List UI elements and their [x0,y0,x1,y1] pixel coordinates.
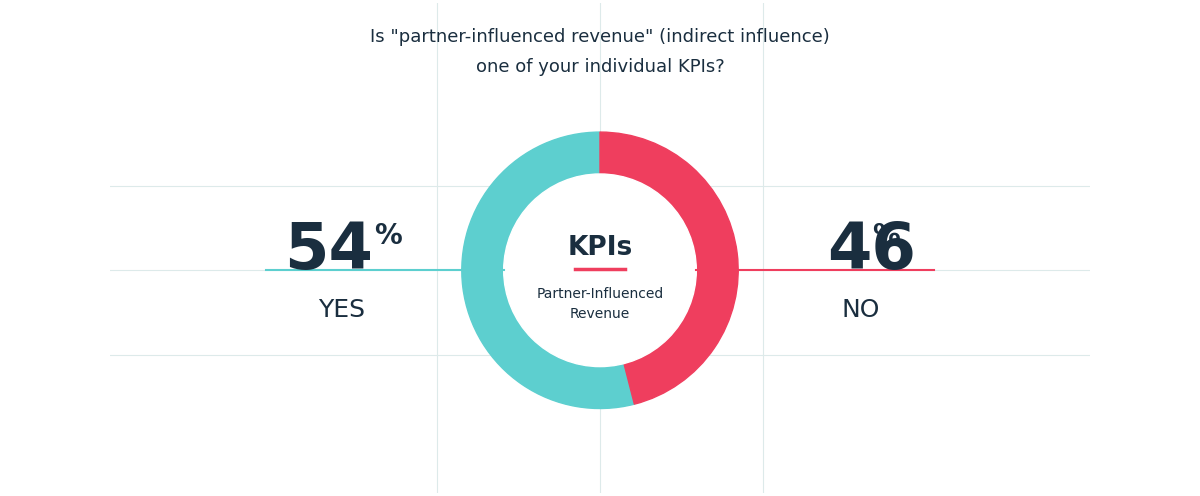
Text: Partner-Influenced
Revenue: Partner-Influenced Revenue [536,287,664,321]
Text: NO: NO [841,299,880,322]
Text: YES: YES [318,299,365,322]
Text: 46: 46 [827,220,917,282]
Wedge shape [600,132,738,404]
Text: %: % [872,222,900,250]
Circle shape [504,174,696,367]
Text: Is "partner-influenced revenue" (indirect influence): Is "partner-influenced revenue" (indirec… [370,28,830,46]
Text: %: % [374,222,402,250]
Text: one of your individual KPIs?: one of your individual KPIs? [475,58,725,76]
Text: KPIs: KPIs [568,235,632,261]
Text: 54: 54 [283,220,373,282]
Wedge shape [462,132,635,409]
